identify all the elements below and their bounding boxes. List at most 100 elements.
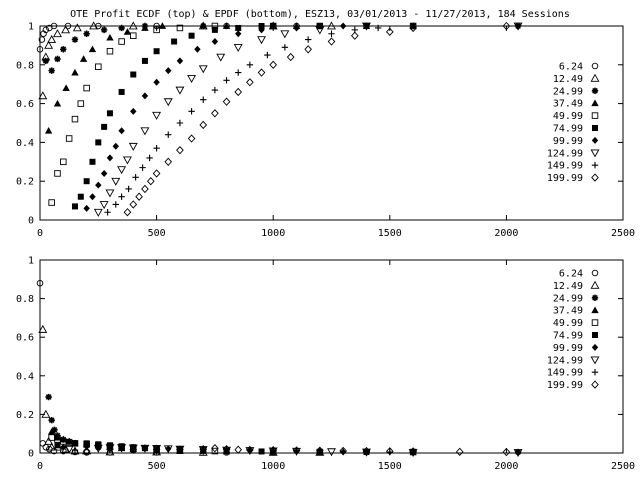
x-tick-label: 2500 [611,461,635,472]
data-point [89,21,99,30]
data-point [48,67,55,74]
legend-marker [591,112,599,119]
legend-marker [591,319,599,326]
legend-marker [591,87,599,94]
y-tick-label: 0.6 [16,333,34,344]
data-point [175,86,185,95]
series-124.99 [93,22,523,217]
data-point [77,193,84,200]
data-point [38,324,48,333]
x-tick-label: 1000 [261,228,285,239]
data-point [292,446,301,455]
data-point [164,157,173,166]
data-point [235,24,242,31]
data-point [158,22,167,29]
data-point [48,416,55,424]
data-point [165,131,172,138]
data-point [211,86,219,94]
data-point [316,446,324,455]
data-point [62,84,70,91]
data-point [234,87,243,97]
data-point [95,442,102,450]
x-tick-label: 1500 [378,228,402,239]
legend-marker [590,149,600,158]
y-tick-label: 0 [28,449,34,460]
data-point [286,52,295,62]
data-point [258,448,265,455]
data-point [61,25,71,34]
data-point [270,22,277,30]
legend-label: 74.99 [553,124,583,135]
x-tick-label: 500 [148,228,166,239]
x-tick-label: 2500 [611,228,635,239]
data-point [106,47,114,55]
data-point [514,22,522,30]
data-point [54,442,61,449]
data-point [60,46,67,53]
data-point [38,36,46,43]
data-point [385,447,394,456]
series-24.99 [45,393,522,456]
data-point [293,447,300,454]
data-point [82,446,91,456]
data-point [455,447,464,457]
data-point [222,22,231,29]
data-point [104,209,111,216]
legend-marker [591,380,599,389]
legend-marker [591,62,599,70]
y-tick-label: 1 [28,22,34,33]
legend-marker [590,280,600,289]
x-tick-label: 2000 [494,461,518,472]
data-point [257,68,266,77]
data-point [70,446,80,455]
data-point [264,51,271,59]
data-point [71,115,79,123]
data-point [246,446,254,454]
data-point [93,444,103,453]
data-point [42,57,50,65]
ecdf-panel: 0 500 1000 1500 2000 250000.20.40.60.816.2412… [16,21,635,239]
data-point [83,30,90,37]
data-point [122,156,132,165]
series-49.99 [48,22,417,206]
data-point [194,45,201,53]
data-point [130,107,137,115]
data-point [409,447,417,456]
data-point [187,75,197,84]
data-point [258,23,265,29]
data-point [233,43,243,52]
data-point [112,142,119,150]
y-tick-label: 0 [28,216,34,227]
data-point [60,443,67,451]
series-49.99 [48,434,417,456]
data-point [59,435,68,443]
data-point [128,142,138,151]
legend-label: 149.99 [547,161,583,172]
series-199.99 [123,21,511,217]
data-point [130,32,137,39]
data-point [36,46,44,53]
data-point [106,445,114,453]
data-point [270,447,277,454]
y-tick-label: 0.8 [16,60,34,71]
data-point [118,193,125,200]
data-point [176,145,184,155]
data-point [409,23,417,33]
legend-label: 99.99 [553,343,583,354]
data-point [101,123,108,130]
data-point [234,445,243,454]
data-point [269,445,278,455]
data-point [93,208,103,217]
data-point [89,193,96,201]
legend-label: 124.99 [547,148,583,159]
data-point [100,26,108,34]
legend-marker [591,173,599,182]
x-tick-label: 0 [37,461,43,472]
data-point [141,92,149,100]
legend-label: 37.49 [553,306,583,317]
data-point [165,67,172,75]
x-tick-label: 1000 [261,461,285,472]
y-tick-label: 0.2 [16,410,34,421]
data-point [200,446,207,453]
data-point [514,448,522,456]
